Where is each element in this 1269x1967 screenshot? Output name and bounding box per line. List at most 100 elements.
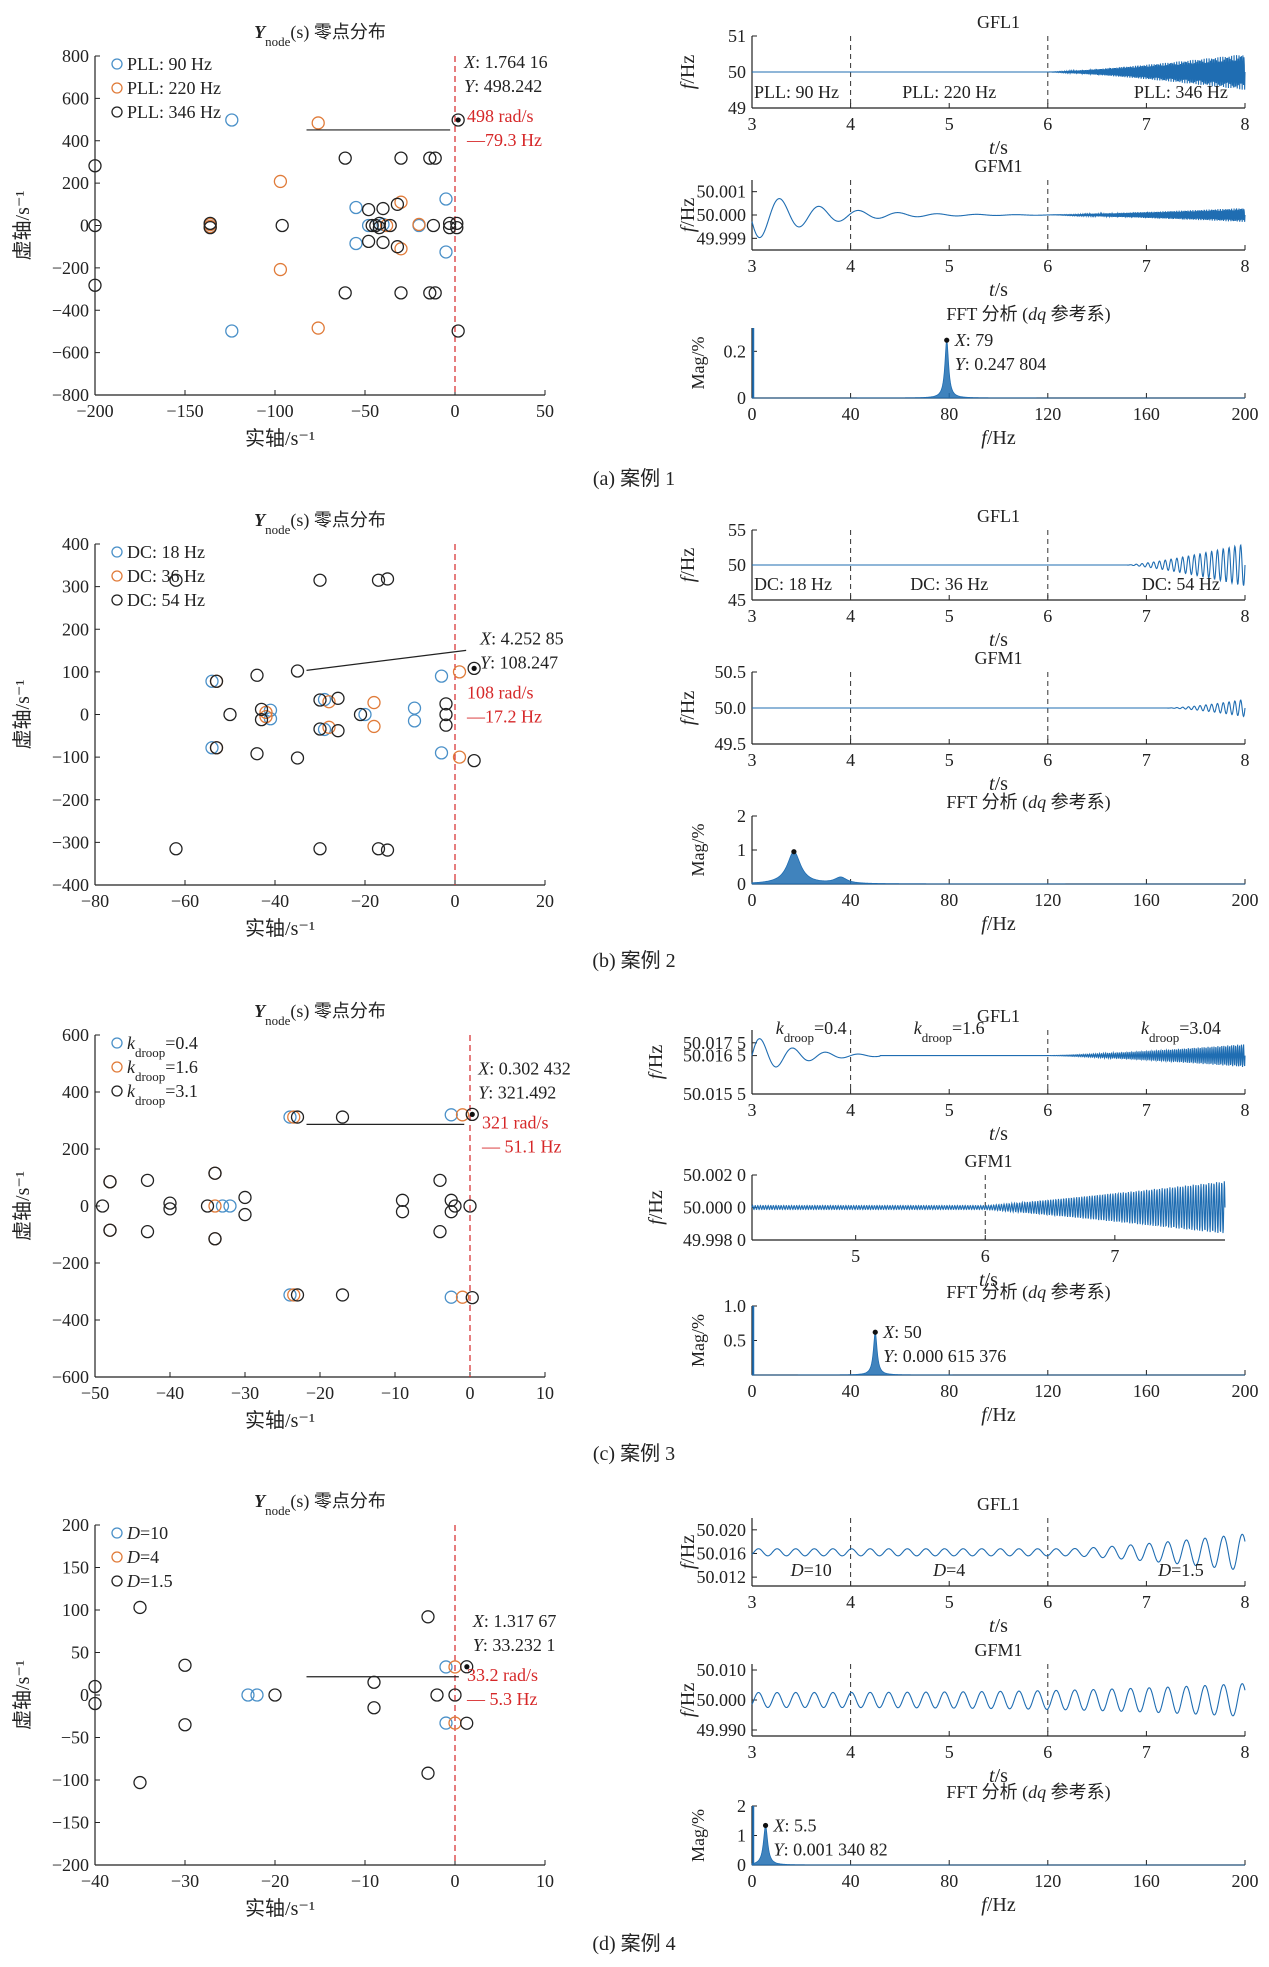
y-tick-label: 50.000: [697, 1690, 747, 1710]
gfl-region-label: DC: 36 Hz: [910, 574, 988, 594]
y-axis-label: 虚轴/s⁻¹: [11, 1171, 34, 1241]
fft-datatip-x: X: 79: [954, 330, 994, 350]
t-axis-label: t/s: [989, 773, 1008, 795]
y-tick-label: 0.5: [724, 1331, 747, 1351]
zero-point: [394, 286, 408, 300]
zero-point: [433, 1225, 447, 1239]
gfm-title: GFM1: [974, 1640, 1022, 1660]
x-tick-label: 10: [536, 1383, 554, 1403]
y-tick-label: −400: [52, 1310, 89, 1330]
zero-point: [428, 151, 442, 165]
gfl-title: GFL1: [977, 12, 1020, 32]
zero-point: [322, 695, 336, 709]
zero-point: [254, 702, 269, 717]
zero-point: [88, 159, 102, 173]
legend-marker: [111, 570, 123, 582]
zero-point: [290, 1110, 305, 1124]
x-tick-label: 40: [842, 890, 860, 910]
zero-point: [349, 236, 363, 251]
f-axis-label: f/Hz: [677, 1535, 699, 1570]
legend-marker: [111, 1527, 123, 1539]
zero-point: [178, 1658, 192, 1672]
zero-chart-title: Ynode(s) 零点分布: [254, 1001, 386, 1028]
x-tick-label: 7: [1142, 750, 1151, 770]
gfm-signal-line: [752, 699, 1246, 718]
zero-point: [376, 201, 390, 216]
zero-point: [353, 707, 368, 722]
x-tick-label: 3: [748, 256, 757, 276]
x-axis-label: 实轴/s⁻¹: [245, 1897, 315, 1920]
fft-datatip-y: Y: 0.000 615 376: [883, 1346, 1006, 1366]
fft-datatip-x: X: 5.5: [773, 1815, 817, 1835]
zero-point: [250, 668, 264, 682]
fft-spectrum: [751, 1332, 1245, 1376]
x-tick-label: 3: [748, 114, 757, 134]
x-tick-label: 6: [1043, 1592, 1052, 1612]
x-tick-label: 40: [842, 404, 860, 424]
zero-point: [331, 691, 345, 705]
x-tick-label: 4: [846, 750, 855, 770]
t-axis-label: t/s: [989, 1123, 1008, 1145]
y-tick-label: 50: [728, 555, 746, 575]
zero-point: [444, 1290, 458, 1304]
y-tick-label: 2: [737, 1796, 746, 1816]
zero-point: [371, 842, 386, 856]
x-tick-label: 200: [1232, 1871, 1259, 1891]
gfm-chart-3: 5 6 7 49.998 0 50.000 0 50.002 0 GFM1 t/s f/Hz: [645, 1151, 1226, 1291]
zero-point: [209, 741, 224, 755]
zero-point: [439, 718, 453, 732]
gfl-signal-line: [752, 543, 1246, 586]
y-tick-label: 50.020: [697, 1520, 747, 1540]
t-axis-label: t/s: [989, 1615, 1008, 1637]
y-tick-label: 1: [737, 1826, 746, 1846]
legend-marker: [111, 594, 123, 606]
zero-point: [163, 1202, 177, 1216]
fft-peak-marker: [791, 849, 797, 855]
zero-point: [203, 216, 217, 231]
gfl-region-label: D=10: [790, 1560, 832, 1580]
y-tick-label: 1.0: [724, 1296, 747, 1316]
x-tick-label: 6: [1043, 606, 1052, 626]
y-tick-label: 50.015 5: [683, 1084, 746, 1104]
y-tick-label: 300: [62, 577, 89, 597]
x-tick-label: 10: [536, 1871, 554, 1891]
x-tick-label: −20: [261, 1871, 289, 1891]
x-tick-label: −50: [81, 1383, 109, 1403]
zero-point: [283, 1288, 297, 1302]
legend-label: D=1.5: [126, 1571, 173, 1591]
zero-point: [209, 674, 224, 688]
x-axis-label: 实轴/s⁻¹: [245, 917, 315, 940]
fft-spectrum: [751, 1823, 1245, 1866]
t-axis-label: t/s: [989, 137, 1008, 159]
legend-label: DC: 18 Hz: [127, 542, 205, 562]
zero-point: [395, 1193, 410, 1207]
y-tick-label: 50.016 5: [683, 1046, 746, 1066]
case-caption: (a) 案例 1: [593, 467, 675, 490]
t-axis-label: t/s: [979, 1269, 998, 1291]
legend-marker: [111, 1551, 123, 1563]
t-axis-label: t/s: [989, 1765, 1008, 1787]
zero-point: [450, 220, 464, 235]
x-tick-label: 80: [940, 404, 958, 424]
zero-point: [394, 242, 408, 256]
zero-point: [140, 1225, 155, 1239]
x-tick-label: 6: [1043, 1742, 1052, 1762]
x-tick-label: 6: [1043, 114, 1052, 134]
zero-point: [372, 216, 387, 231]
annotation-rad: 321 rad/s: [482, 1112, 549, 1132]
x-tick-label: 3: [748, 1592, 757, 1612]
zero-point: [421, 1766, 435, 1780]
x-tick-label: 120: [1034, 890, 1061, 910]
fft-chart-2: 0 40 80 120 160 200 0 1 2 FFT 分析 (dq 参考系) f/Hz Mag/…: [688, 792, 1259, 935]
fft-spectrum: [751, 340, 1245, 399]
zero-point: [423, 151, 437, 165]
zero-point: [452, 750, 467, 764]
fft-peak-marker: [872, 1329, 878, 1335]
gfl-region-label: DC: 18 Hz: [754, 574, 832, 594]
case-caption: (d) 案例 4: [592, 1932, 675, 1955]
zero-point: [361, 202, 376, 217]
y-tick-label: 0.2: [724, 341, 747, 361]
f-axis-label: f/Hz: [645, 1045, 667, 1080]
x-tick-label: 3: [748, 1100, 757, 1120]
